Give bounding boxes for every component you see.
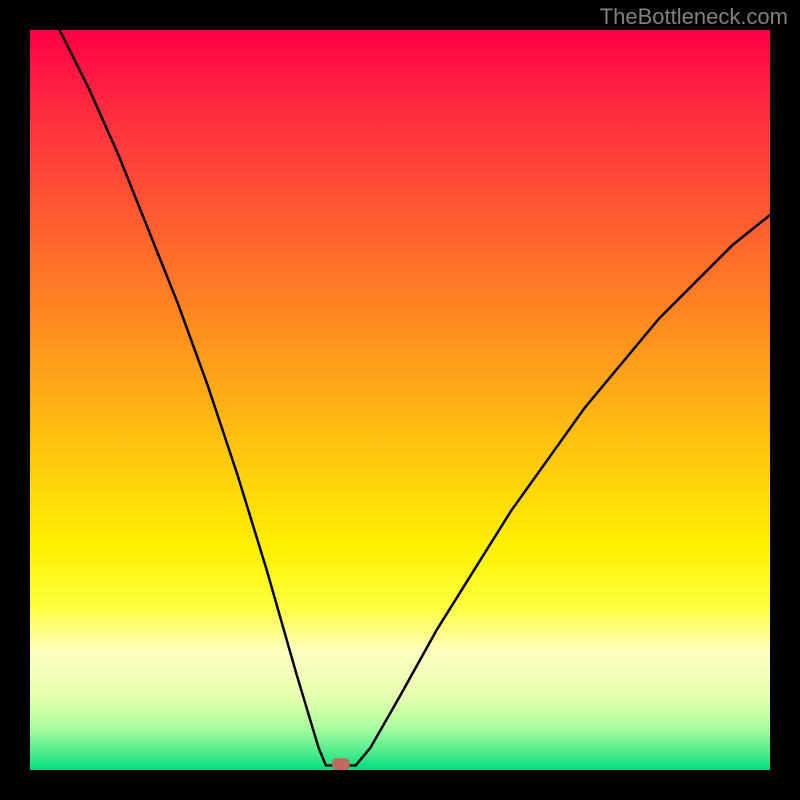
- bottleneck-chart: TheBottleneck.com: [0, 0, 800, 800]
- plot-background-gradient: [30, 30, 770, 770]
- watermark-text: TheBottleneck.com: [600, 4, 788, 29]
- optimum-marker: [332, 758, 350, 770]
- chart-svg: TheBottleneck.com: [0, 0, 800, 800]
